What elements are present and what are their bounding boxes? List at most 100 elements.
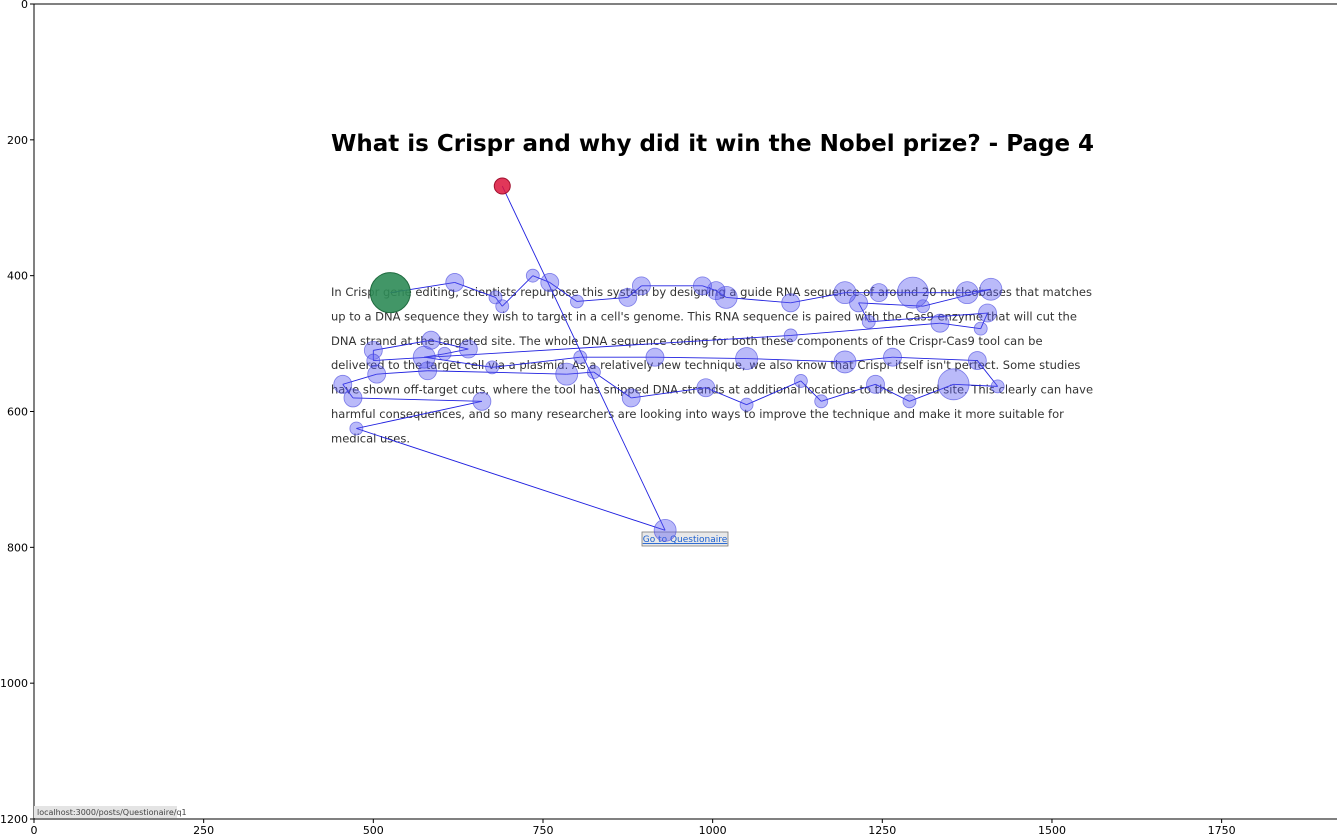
fixation-point [349, 421, 364, 436]
fixation-point [990, 379, 1005, 394]
start-fixation [493, 177, 511, 195]
saccade-line [844, 356, 893, 363]
fixation-point [488, 290, 503, 305]
fixation-point [367, 364, 387, 384]
saccade-line [356, 400, 483, 429]
fixation-point [979, 277, 1003, 301]
saccade-line [858, 302, 870, 323]
endpoints [369, 177, 511, 314]
saccade-line [427, 370, 567, 375]
fixation-point [653, 518, 677, 542]
fixation-point [916, 299, 930, 314]
fixation-point [833, 281, 857, 305]
fixation-point [437, 346, 452, 361]
x-tick-label: 1750 [1208, 824, 1236, 836]
fixation-point [861, 314, 876, 329]
saccade-line [501, 185, 666, 531]
saccade-line [909, 383, 954, 402]
saccade-line [444, 348, 469, 355]
fixation-point [586, 365, 601, 380]
saccade-line [430, 339, 469, 350]
saccade-line [858, 302, 924, 307]
paragraph-line: In Crispr gene editing, scientists repur… [331, 285, 1092, 299]
saccade-line [821, 383, 876, 402]
saccade-line [631, 387, 706, 399]
x-tick-label: 1000 [699, 824, 727, 836]
saccade-line [424, 356, 493, 368]
saccade-line [566, 371, 594, 375]
saccade-line [746, 380, 802, 406]
saccade-line [495, 297, 503, 307]
fixation-point [445, 273, 465, 292]
fixation-point [555, 362, 579, 386]
paragraph: In Crispr gene editing, scientists repur… [331, 285, 1093, 445]
y-tick-label: 600 [7, 406, 28, 419]
saccade-line [549, 282, 578, 302]
saccade-line [342, 373, 377, 385]
saccade-line [373, 339, 432, 351]
fixation-point [896, 276, 929, 309]
saccade-line [705, 387, 747, 406]
saccade-line [868, 312, 988, 323]
fixation-point [458, 339, 478, 359]
fixation-point [618, 287, 638, 307]
fixation-point [869, 283, 889, 303]
fixation-point [735, 347, 758, 370]
fixation-point [525, 268, 540, 283]
saccade-line [800, 380, 822, 402]
fixation-point [366, 353, 381, 368]
y-tick-label: 0 [21, 0, 28, 11]
saccade-line [892, 356, 978, 362]
fixation-point [978, 303, 997, 323]
fixation-point [833, 350, 857, 374]
saccade-line [576, 296, 628, 302]
x-tick-label: 750 [532, 824, 553, 836]
fixation-point [866, 374, 885, 394]
x-tick-label: 0 [31, 824, 38, 836]
fixation-point [714, 285, 738, 309]
saccade-line [356, 428, 666, 531]
x-tick-label: 1250 [868, 824, 896, 836]
fixation-point [343, 388, 363, 408]
fixation-point [645, 347, 665, 367]
fixations [333, 268, 1005, 542]
saccade-line [953, 383, 998, 387]
paragraph-line: delivered to the target cell via a plasm… [331, 358, 1080, 372]
saccade-line [352, 397, 482, 402]
status-bar: localhost:3000/posts/Questionaire/q1 [34, 806, 187, 818]
saccade-line [376, 370, 428, 375]
fixation-point [814, 394, 829, 409]
paragraph-line: up to a DNA sequence they wish to target… [331, 309, 1077, 323]
fixation-point [883, 347, 902, 367]
fixation-point [937, 368, 970, 401]
paragraph-line: have shown off-target cuts, where the to… [331, 383, 1093, 397]
background-screenshot: What is Crispr and why did it win the No… [34, 131, 1094, 818]
saccade-line [492, 356, 581, 368]
fixation-point [739, 397, 754, 412]
end-fixation [369, 272, 411, 314]
saccade-line [424, 353, 445, 358]
questionnaire-button[interactable]: Go to Questionaire [641, 531, 729, 547]
y-tick-label: 800 [7, 541, 28, 554]
saccade-line [976, 360, 999, 387]
paragraph-line: DNA strand at the targeted site. The who… [331, 334, 1043, 348]
fixation-point [973, 321, 988, 336]
y-tick-label: 1000 [0, 677, 28, 690]
saccade-line [790, 322, 941, 336]
fixation-point [696, 378, 716, 398]
fixation-point [902, 394, 917, 409]
y-tick-label: 200 [7, 134, 28, 147]
saccade-line [501, 275, 534, 307]
fixation-point [540, 273, 560, 292]
fixation-point [418, 361, 438, 381]
paragraph-line: harmful consequences, and so many resear… [331, 407, 1064, 421]
fixation-point [793, 374, 808, 388]
questionnaire-button-label: Go to Questionaire [643, 535, 728, 545]
saccade-line [702, 285, 717, 292]
fixation-point [955, 281, 979, 305]
saccade-line [654, 356, 747, 359]
fixation-point [573, 350, 588, 365]
